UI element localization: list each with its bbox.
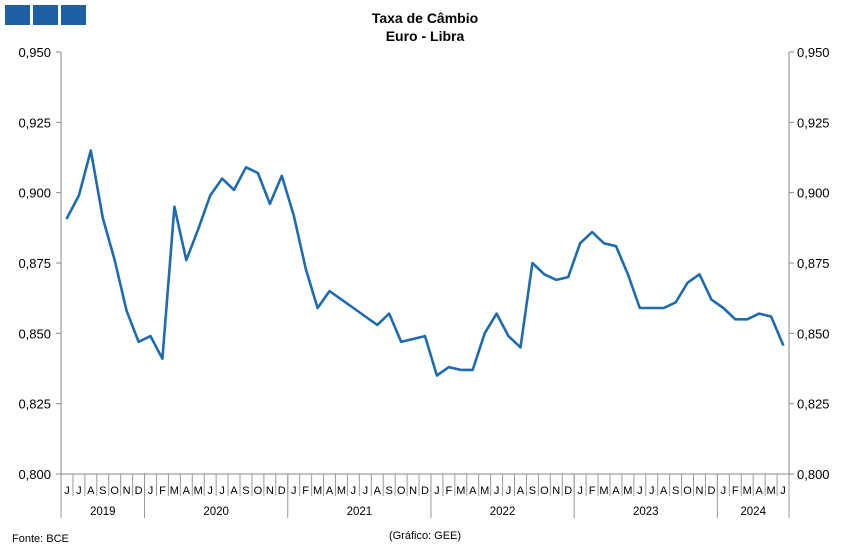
month-label: M (623, 485, 632, 497)
month-label: A (469, 485, 477, 497)
month-label: F (159, 485, 166, 497)
month-label: A (326, 485, 334, 497)
month-label: M (480, 485, 489, 497)
year-label: 2024 (740, 506, 766, 518)
month-label: A (87, 485, 95, 497)
month-label: M (456, 485, 465, 497)
logo-block (33, 5, 58, 25)
month-label: J (721, 485, 727, 497)
month-label: M (337, 485, 346, 497)
month-label: F (302, 485, 309, 497)
month-label: J (434, 485, 440, 497)
month-label: J (219, 485, 225, 497)
y-tick-label-right: 0,925 (797, 115, 830, 130)
y-tick-label-right: 0,825 (797, 397, 830, 412)
chart-subtitle: Euro - Libra (385, 28, 465, 44)
month-label: A (612, 485, 620, 497)
y-tick-label-left: 0,900 (18, 186, 51, 201)
month-label: J (291, 485, 297, 497)
month-label: S (99, 485, 106, 497)
chart-title-block: Taxa de Câmbio Euro - Libra (0, 9, 850, 45)
y-tick-label-left: 0,825 (18, 397, 51, 412)
year-label: 2022 (490, 506, 516, 518)
month-label: A (374, 485, 382, 497)
month-label: O (397, 485, 406, 497)
month-label: J (76, 485, 82, 497)
month-label: J (780, 485, 786, 497)
y-tick-label-left: 0,875 (18, 256, 51, 271)
month-label: D (421, 485, 429, 497)
series-line (65, 149, 785, 377)
month-label: N (266, 485, 274, 497)
month-label: J (363, 485, 369, 497)
month-label: M (767, 485, 776, 497)
month-label: D (278, 485, 286, 497)
month-label: J (637, 485, 643, 497)
month-label: M (599, 485, 608, 497)
month-label: F (589, 485, 596, 497)
y-tick-label-left: 0,925 (18, 115, 51, 130)
y-tick-label-left: 0,950 (18, 45, 51, 60)
logo (5, 5, 86, 25)
month-label: A (517, 485, 525, 497)
year-label: 2021 (347, 506, 373, 518)
y-tick-label-right: 0,950 (797, 45, 830, 60)
month-label: A (183, 485, 191, 497)
month-label: O (683, 485, 692, 497)
month-label: S (242, 485, 249, 497)
month-label: D (564, 485, 572, 497)
year-label: 2019 (90, 506, 116, 518)
month-label: J (649, 485, 655, 497)
month-label: D (135, 485, 143, 497)
y-tick-label-right: 0,800 (797, 467, 830, 482)
month-label: J (64, 485, 70, 497)
month-label: F (732, 485, 739, 497)
month-label: J (494, 485, 500, 497)
month-label: S (672, 485, 679, 497)
month-label: N (696, 485, 704, 497)
month-label: N (552, 485, 560, 497)
month-label: N (409, 485, 417, 497)
y-tick-label-right: 0,850 (797, 326, 830, 341)
month-label: A (660, 485, 668, 497)
month-label: S (386, 485, 393, 497)
chart-credit: (Gráfico: GEE) (388, 530, 462, 542)
year-label: 2023 (633, 506, 659, 518)
month-label: M (743, 485, 752, 497)
month-label: M (170, 485, 179, 497)
month-label: J (148, 485, 154, 497)
logo-block (5, 5, 30, 25)
month-label: O (254, 485, 263, 497)
y-tick-label-left: 0,800 (18, 467, 51, 482)
source-note: Fonte: BCE (12, 533, 69, 545)
month-label: O (110, 485, 119, 497)
month-label: J (351, 485, 357, 497)
month-label: A (755, 485, 763, 497)
month-label: O (540, 485, 549, 497)
year-label: 2020 (203, 506, 229, 518)
month-label: J (207, 485, 213, 497)
month-label: J (506, 485, 512, 497)
y-tick-label-left: 0,850 (18, 326, 51, 341)
month-label: J (577, 485, 583, 497)
y-tick-label-right: 0,875 (797, 256, 830, 271)
month-label: F (446, 485, 453, 497)
month-label: D (707, 485, 715, 497)
month-label: A (230, 485, 238, 497)
month-label: S (529, 485, 536, 497)
chart-title: Taxa de Câmbio (371, 10, 479, 26)
month-label: M (313, 485, 322, 497)
month-label: M (194, 485, 203, 497)
logo-block (61, 5, 86, 25)
month-label: N (123, 485, 131, 497)
y-tick-label-right: 0,900 (797, 186, 830, 201)
